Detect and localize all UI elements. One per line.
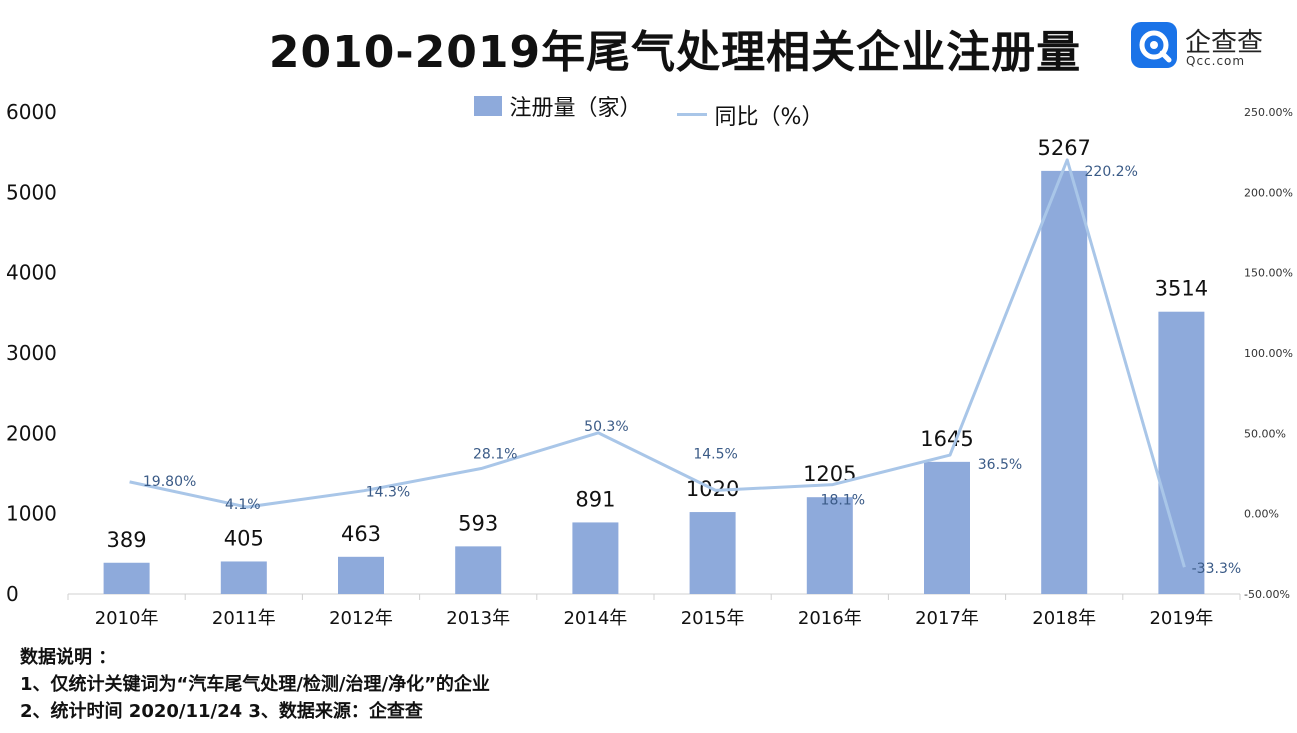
x-tick-label: 2014年 [563,608,627,629]
legend-item-line: 同比（%） [676,99,824,131]
y-right-tick-label: 100.00% [1244,347,1293,360]
yoy-value-label: 14.5% [693,446,737,462]
yoy-value-label: 4.1% [225,497,261,513]
notes-line-1: 1、仅统计关键词为“汽车尾气处理/检测/治理/净化”的企业 [20,674,490,695]
bar-value-label: 3514 [1155,277,1208,301]
x-tick-label: 2016年 [798,608,862,629]
y-left-tick-label: 5000 [6,180,57,204]
y-left-tick-label: 3000 [6,341,57,365]
yoy-value-label: -33.3% [1192,561,1242,577]
chart-title: 2010-2019年尾气处理相关企业注册量 [268,27,1082,78]
y-right-tick-label: 50.00% [1244,427,1286,440]
yoy-value-label: 18.1% [821,493,865,509]
bar-value-label: 891 [575,487,615,511]
y-right-tick-label: 250.00% [1244,106,1293,119]
y-right-tick-label: -50.00% [1244,588,1290,601]
y-left-tick-label: 4000 [6,261,57,285]
bar-value-label: 389 [107,528,147,552]
bar-value-label: 593 [458,511,498,535]
legend: 注册量（家） 同比（%） [0,90,1297,131]
x-tick-label: 2013年 [446,608,510,629]
x-tick-label: 2012年 [329,608,393,629]
legend-line-label: 同比（%） [714,104,824,130]
y-left-tick-label: 2000 [6,421,57,445]
legend-bar-label: 注册量（家） [509,96,642,121]
x-tick-label: 2017年 [915,608,979,629]
bar [689,512,736,594]
y-right-tick-label: 0.00% [1244,508,1279,521]
bar [1041,170,1088,594]
bar-value-label: 1205 [803,462,856,486]
legend-item-bar: 注册量（家） [473,90,642,122]
y-right-tick-label: 150.00% [1244,267,1293,280]
bar [338,556,384,594]
yoy-value-label: 19.80% [143,474,196,490]
y-right-tick-label: 200.00% [1244,186,1293,199]
bar-value-label: 405 [224,526,264,550]
bar [924,461,970,594]
yoy-line [129,158,1186,568]
logo-name: 企查查 [1185,28,1264,58]
bar [220,561,267,594]
y-left-tick-label: 6000 [6,100,57,124]
y-left-tick-label: 1000 [6,502,57,526]
legend-bar-swatch [473,96,502,116]
yoy-value-label: 14.3% [366,485,410,501]
bar-value-label: 5267 [1037,136,1090,160]
x-tick-label: 2015年 [681,608,745,629]
qcc-logo-icon [1131,22,1177,68]
x-tick-label: 2018年 [1032,608,1096,629]
logo-url: Qcc.com [1186,54,1246,68]
bar [1158,311,1205,594]
data-notes: 数据说明 ： 1、仅统计关键词为“汽车尾气处理/检测/治理/净化”的企业 2、统… [20,644,490,725]
bar [455,546,502,594]
yoy-value-label: 28.1% [473,447,517,463]
x-tick-label: 2011年 [212,608,276,629]
bar [806,497,853,594]
y-left-tick-label: 0 [6,582,19,606]
x-tick-label: 2010年 [95,608,159,629]
bar [103,562,150,594]
legend-line-swatch [676,113,707,116]
yoy-value-label: 50.3% [584,419,628,435]
bar-value-label: 463 [341,522,381,546]
qcc-logo: 企查查 Qcc.com [1131,22,1281,72]
yoy-value-label: 36.5% [978,457,1022,473]
notes-heading: 数据说明 ： [20,647,117,668]
yoy-value-label: 220.2% [1085,164,1138,180]
bar-value-label: 1645 [920,427,973,451]
x-tick-label: 2019年 [1149,608,1213,629]
bar [572,522,619,594]
notes-line-2: 2、统计时间 2020/11/24 3、数据来源：企查查 [20,701,423,722]
